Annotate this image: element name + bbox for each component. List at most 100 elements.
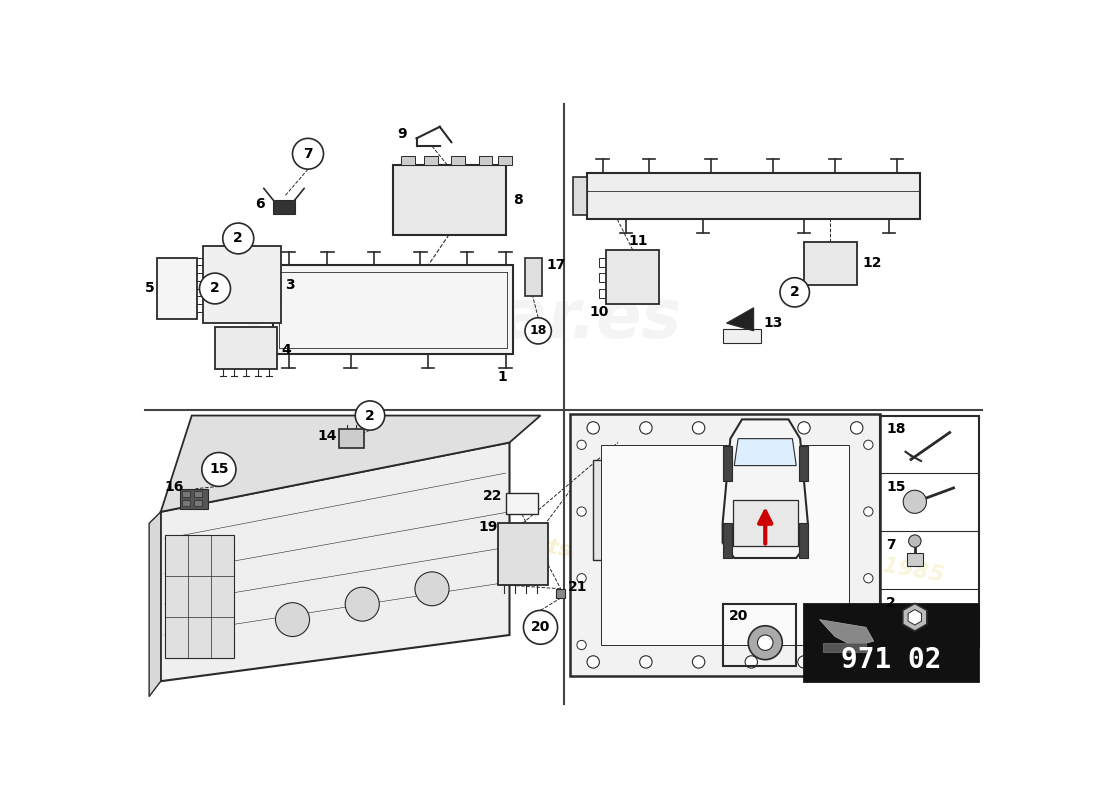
Polygon shape bbox=[735, 438, 796, 466]
Circle shape bbox=[864, 574, 873, 583]
Text: 18: 18 bbox=[887, 422, 905, 437]
FancyBboxPatch shape bbox=[157, 258, 197, 319]
FancyBboxPatch shape bbox=[606, 250, 659, 304]
FancyBboxPatch shape bbox=[733, 500, 798, 546]
FancyBboxPatch shape bbox=[723, 330, 761, 343]
Polygon shape bbox=[150, 512, 161, 697]
Circle shape bbox=[201, 453, 235, 486]
Text: 5: 5 bbox=[145, 282, 155, 295]
FancyBboxPatch shape bbox=[525, 258, 542, 296]
Circle shape bbox=[355, 401, 385, 430]
Circle shape bbox=[850, 656, 862, 668]
Circle shape bbox=[415, 572, 449, 606]
Circle shape bbox=[576, 640, 586, 650]
Circle shape bbox=[745, 422, 758, 434]
FancyBboxPatch shape bbox=[804, 604, 978, 682]
Text: 8: 8 bbox=[514, 193, 524, 207]
FancyBboxPatch shape bbox=[451, 156, 465, 166]
FancyBboxPatch shape bbox=[824, 642, 866, 652]
Circle shape bbox=[587, 656, 600, 668]
Text: 7: 7 bbox=[304, 146, 312, 161]
Polygon shape bbox=[820, 619, 873, 646]
Circle shape bbox=[293, 138, 323, 169]
FancyBboxPatch shape bbox=[214, 327, 277, 370]
Text: 15: 15 bbox=[209, 462, 229, 477]
Text: 2: 2 bbox=[887, 596, 895, 610]
Text: eurospar.es: eurospar.es bbox=[244, 286, 682, 352]
Circle shape bbox=[275, 602, 309, 637]
Circle shape bbox=[587, 422, 600, 434]
FancyBboxPatch shape bbox=[273, 200, 295, 214]
Text: 13: 13 bbox=[763, 316, 783, 330]
Circle shape bbox=[345, 587, 379, 621]
FancyBboxPatch shape bbox=[194, 500, 201, 506]
Circle shape bbox=[692, 422, 705, 434]
Polygon shape bbox=[161, 415, 540, 512]
Circle shape bbox=[640, 656, 652, 668]
Circle shape bbox=[576, 440, 586, 450]
Polygon shape bbox=[903, 603, 927, 631]
Text: 12: 12 bbox=[862, 256, 882, 270]
Text: 6: 6 bbox=[255, 197, 265, 210]
FancyBboxPatch shape bbox=[573, 177, 587, 215]
FancyBboxPatch shape bbox=[180, 489, 208, 509]
Text: 16: 16 bbox=[165, 480, 184, 494]
Text: 10: 10 bbox=[590, 305, 608, 318]
Text: 17: 17 bbox=[547, 258, 567, 272]
Circle shape bbox=[864, 507, 873, 516]
FancyBboxPatch shape bbox=[394, 166, 506, 234]
FancyBboxPatch shape bbox=[593, 460, 686, 560]
Text: 3: 3 bbox=[285, 278, 295, 292]
Circle shape bbox=[909, 535, 921, 547]
Circle shape bbox=[798, 656, 811, 668]
Circle shape bbox=[780, 278, 810, 307]
FancyBboxPatch shape bbox=[723, 523, 732, 558]
Text: 7: 7 bbox=[887, 538, 895, 552]
Text: 18: 18 bbox=[529, 324, 547, 338]
Circle shape bbox=[692, 656, 705, 668]
Text: 2: 2 bbox=[790, 286, 800, 299]
FancyBboxPatch shape bbox=[556, 589, 565, 598]
FancyBboxPatch shape bbox=[506, 493, 538, 514]
FancyBboxPatch shape bbox=[204, 246, 280, 323]
Circle shape bbox=[525, 318, 551, 344]
Text: 2: 2 bbox=[210, 282, 220, 295]
Text: 19: 19 bbox=[478, 520, 498, 534]
Text: 20: 20 bbox=[729, 609, 748, 622]
Circle shape bbox=[903, 490, 926, 514]
Circle shape bbox=[745, 656, 758, 668]
Text: 4: 4 bbox=[280, 343, 290, 357]
FancyBboxPatch shape bbox=[339, 429, 364, 448]
Circle shape bbox=[798, 422, 811, 434]
Polygon shape bbox=[723, 419, 807, 558]
FancyBboxPatch shape bbox=[498, 156, 512, 166]
FancyBboxPatch shape bbox=[402, 156, 415, 166]
Polygon shape bbox=[161, 442, 509, 682]
FancyBboxPatch shape bbox=[498, 523, 548, 585]
Text: 9: 9 bbox=[397, 127, 407, 142]
Circle shape bbox=[850, 422, 862, 434]
FancyBboxPatch shape bbox=[570, 414, 880, 676]
Text: 22: 22 bbox=[483, 490, 503, 503]
Circle shape bbox=[576, 574, 586, 583]
FancyBboxPatch shape bbox=[273, 266, 514, 354]
Polygon shape bbox=[909, 610, 922, 625]
Polygon shape bbox=[726, 308, 754, 331]
FancyBboxPatch shape bbox=[165, 535, 234, 658]
FancyBboxPatch shape bbox=[183, 500, 190, 506]
Text: a passion for parts since 1985: a passion for parts since 1985 bbox=[337, 500, 713, 586]
Circle shape bbox=[640, 422, 652, 434]
Circle shape bbox=[758, 635, 773, 650]
Text: 2: 2 bbox=[233, 231, 243, 246]
FancyBboxPatch shape bbox=[799, 523, 807, 558]
FancyBboxPatch shape bbox=[723, 446, 732, 481]
FancyBboxPatch shape bbox=[601, 445, 849, 645]
Circle shape bbox=[222, 223, 254, 254]
FancyBboxPatch shape bbox=[194, 491, 201, 497]
Circle shape bbox=[576, 507, 586, 516]
Text: 2: 2 bbox=[365, 409, 375, 422]
FancyBboxPatch shape bbox=[478, 156, 493, 166]
Circle shape bbox=[748, 626, 782, 660]
Circle shape bbox=[864, 440, 873, 450]
Text: 21: 21 bbox=[568, 580, 587, 594]
